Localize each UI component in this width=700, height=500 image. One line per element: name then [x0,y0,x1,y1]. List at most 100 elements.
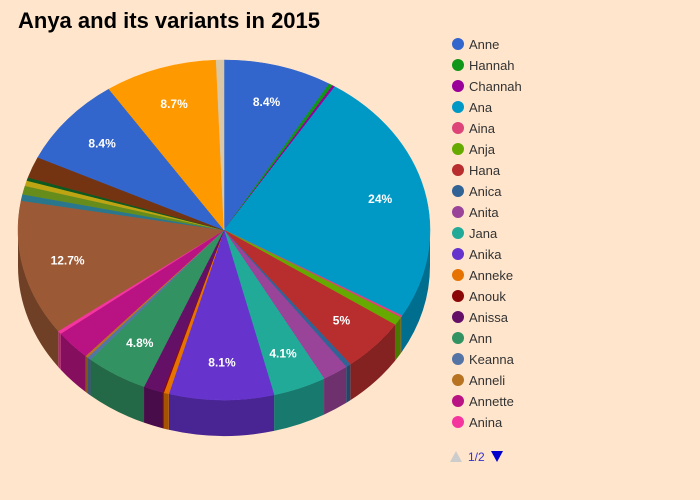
pie-side-ann [90,359,145,423]
pie-side-annette [60,333,86,392]
legend-item-anissa[interactable]: Anissa [452,310,509,325]
legend-label: Annette [469,394,514,409]
legend-item-anneke[interactable]: Anneke [452,268,513,283]
legend-swatch [452,143,464,155]
legend-item-anouk[interactable]: Anouk [452,289,506,304]
pie-side-anneke [163,392,169,430]
legend-label: Anneke [469,268,513,283]
legend-label: Hana [469,163,501,178]
slice-label: 12.7% [51,253,85,267]
pie-side-aina [400,315,402,354]
pie-slice-anika[interactable] [168,229,275,401]
legend-swatch [452,122,464,134]
pie-slice-unlabeled-27[interactable] [215,59,225,231]
legend-item-hannah[interactable]: Hannah [452,58,515,73]
pie-side-ana [401,230,430,352]
slice-label: 4.8% [126,336,154,350]
slice-labels: 8.4% 24% 5% 4.1% 8.1% 4.8% 12.7% 8.4% 8.7% [51,95,393,369]
pie-side-anica [346,364,351,403]
pie-side-anja [394,317,401,361]
legend-label: Jana [469,226,498,241]
legend-item-anne[interactable]: Anne [452,37,499,52]
pie-side-hana [350,324,395,401]
legend-label: Anina [469,415,503,430]
pie-slices [17,59,431,401]
slice-label: 8.4% [88,137,116,151]
slice-label: 5% [333,313,351,327]
legend-label: Ana [469,100,493,115]
legend-swatch [452,101,464,113]
pie-slice-anne[interactable] [223,59,330,231]
legend-swatch [452,395,464,407]
pie-slice-ana[interactable] [223,86,431,316]
legend-swatch [452,206,464,218]
legend-label: Aina [469,121,496,136]
legend-item-anina[interactable]: Anina [452,415,503,430]
legend-swatch [452,353,464,365]
legend-prev-page-icon[interactable] [450,451,462,462]
legend-label: Anika [469,247,502,262]
pie-side-anita [324,366,347,415]
slice-label: 8.7% [160,97,188,111]
legend-item-anneli[interactable]: Anneli [452,373,505,388]
legend-item-hana[interactable]: Hana [452,163,501,178]
slice-label: 8.1% [208,356,236,370]
legend-item-ann[interactable]: Ann [452,331,492,346]
pie-side-anouk [162,392,164,429]
legend-swatch [452,164,464,176]
legend-label: Anneli [469,373,505,388]
legend-label: Keanna [469,352,515,367]
pie-slice-unlabeled-26[interactable] [108,59,225,231]
pie-side-anika [168,393,275,437]
legend-next-page-icon[interactable] [491,451,503,462]
legend-swatch [452,311,464,323]
legend-label: Anissa [469,310,509,325]
legend-swatch [452,227,464,239]
legend-swatch [452,38,464,50]
legend-label: Ann [469,331,492,346]
pie-sides [18,230,430,437]
legend-label: Anja [469,142,496,157]
pie-side-jana [274,378,325,431]
legend-item-aina[interactable]: Aina [452,121,496,136]
legend-swatch [452,80,464,92]
legend-label: Anouk [469,289,506,304]
pie-side-unlabeled-19 [18,230,59,368]
legend-label: Channah [469,79,522,94]
legend: Anne Hannah Channah Ana Aina Anja Hana Anica Ani… [452,37,522,430]
legend-item-anica[interactable]: Anica [452,184,502,199]
legend-item-ana[interactable]: Ana [452,100,493,115]
legend-swatch [452,416,464,428]
legend-item-annette[interactable]: Annette [452,394,514,409]
legend-item-anita[interactable]: Anita [452,205,499,220]
legend-swatch [452,290,464,302]
pie-side-anissa [144,386,163,429]
legend-swatch [452,374,464,386]
legend-item-anja[interactable]: Anja [452,142,496,157]
pie-side-anina [58,331,61,370]
legend-swatch [452,185,464,197]
legend-swatch [452,248,464,260]
legend-page-indicator: 1/2 [468,450,485,464]
chart-title: Anya and its variants in 2015 [18,8,320,33]
pie-slice-unlabeled-19[interactable] [17,200,225,332]
legend-swatch [452,59,464,71]
legend-label: Hannah [469,58,515,73]
slice-label: 4.1% [269,346,297,360]
legend-item-anika[interactable]: Anika [452,247,502,262]
pie-slice-unlabeled-25[interactable] [37,88,225,231]
legend-item-keanna[interactable]: Keanna [452,352,515,367]
legend-swatch [452,332,464,344]
legend-item-channah[interactable]: Channah [452,79,522,94]
legend-label: Anica [469,184,502,199]
pie-side-anneli [85,355,88,394]
slice-label: 24% [368,192,392,206]
legend-label: Anita [469,205,499,220]
legend-pager: 1/2 [450,450,503,464]
legend-swatch [452,269,464,281]
legend-item-jana[interactable]: Jana [452,226,498,241]
legend-label: Anne [469,37,499,52]
pie-side-keanna [87,357,91,396]
slice-label: 8.4% [253,95,281,109]
